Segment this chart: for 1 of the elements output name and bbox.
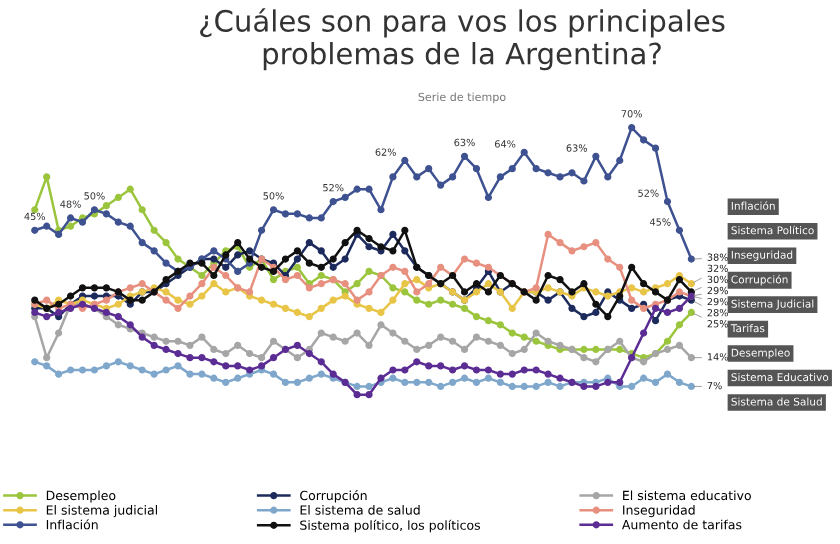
chart-title: ¿Cuáles son para vos los principales problemas de la Argentina? <box>200 8 725 71</box>
